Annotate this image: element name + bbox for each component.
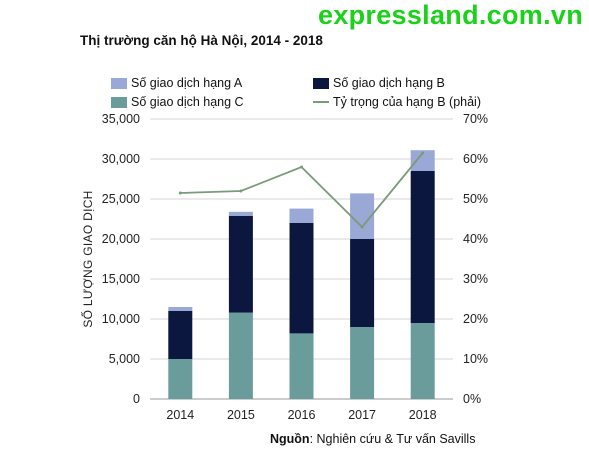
bar-segment-2017-s1 <box>350 239 375 327</box>
share-point-2017 <box>360 225 364 229</box>
y-tick-label: 20,000 <box>102 232 140 246</box>
bar-segment-2017-s0 <box>350 327 375 399</box>
y-axis-label: SỐ LƯỢNG GIAO DỊCH <box>80 190 95 327</box>
y2-tick-label: 10% <box>463 352 488 366</box>
x-tick-label: 2014 <box>166 408 194 422</box>
bar-segment-2016-s1 <box>289 223 314 334</box>
bar-segment-2015-s1 <box>228 215 253 313</box>
source-text: : Nghiên cứu & Tư vấn Savills <box>309 432 476 446</box>
y2-tick-label: 70% <box>463 112 488 126</box>
legend-swatch-class-a <box>111 77 127 89</box>
y-tick-label: 30,000 <box>102 152 140 166</box>
y-tick-label: 5,000 <box>109 352 140 366</box>
bar-segment-2018-s0 <box>410 323 435 399</box>
legend-swatch-class-b <box>313 77 329 89</box>
bar-segment-2018-s1 <box>410 171 435 323</box>
legend-label-share-b: Tỷ trọng của hạng B (phải) <box>333 95 481 109</box>
share-point-2018 <box>421 151 425 155</box>
legend-item-class-a: Số giao dịch hạng A <box>111 76 242 90</box>
legend-line-share-b <box>313 101 329 103</box>
y-tick-label: 0 <box>133 392 140 406</box>
legend-swatch-class-c <box>111 96 127 108</box>
bar-segment-2014-s2 <box>168 307 193 311</box>
bar-segment-2014-s0 <box>168 359 193 399</box>
y-tick-label: 15,000 <box>102 272 140 286</box>
bar-segment-2015-s0 <box>228 312 253 399</box>
bar-segment-2016-s2 <box>289 208 314 223</box>
x-tick-label: 2018 <box>409 408 437 422</box>
source-note: Nguồn: Nghiên cứu & Tư vấn Savills <box>270 432 475 446</box>
share-point-2014 <box>178 191 182 195</box>
y2-tick-label: 40% <box>463 232 488 246</box>
y-tick-label: 25,000 <box>102 192 140 206</box>
bar-segment-2015-s2 <box>228 211 253 216</box>
y2-tick-label: 50% <box>463 192 488 206</box>
bar-segment-2016-s0 <box>289 333 314 399</box>
x-tick-label: 2017 <box>348 408 376 422</box>
y2-tick-label: 30% <box>463 272 488 286</box>
y2-tick-label: 60% <box>463 152 488 166</box>
y-tick-label: 35,000 <box>102 112 140 126</box>
legend-label-class-c: Số giao dịch hạng C <box>131 95 244 109</box>
share-point-2016 <box>300 165 303 169</box>
bar-segment-2014-s1 <box>168 311 193 359</box>
x-tick-label: 2015 <box>227 408 255 422</box>
y-tick-label: 10,000 <box>102 312 140 326</box>
share-point-2015 <box>239 189 243 193</box>
y2-tick-label: 0% <box>463 392 481 406</box>
source-label: Nguồn <box>270 432 310 446</box>
legend-item-class-b: Số giao dịch hạng B <box>313 76 445 90</box>
legend-label-class-b: Số giao dịch hạng B <box>333 76 445 90</box>
bar-segment-2018-s2 <box>410 150 435 171</box>
legend-item-class-c: Số giao dịch hạng C <box>111 95 244 109</box>
watermark: expressland.com.vn <box>318 0 584 30</box>
x-tick-label: 2016 <box>288 408 316 422</box>
y2-tick-label: 20% <box>463 312 488 326</box>
legend-item-share-b: Tỷ trọng của hạng B (phải) <box>313 95 481 109</box>
legend-label-class-a: Số giao dịch hạng A <box>131 76 243 90</box>
chart-title: Thị trường căn hộ Hà Nội, 2014 - 2018 <box>80 33 323 48</box>
